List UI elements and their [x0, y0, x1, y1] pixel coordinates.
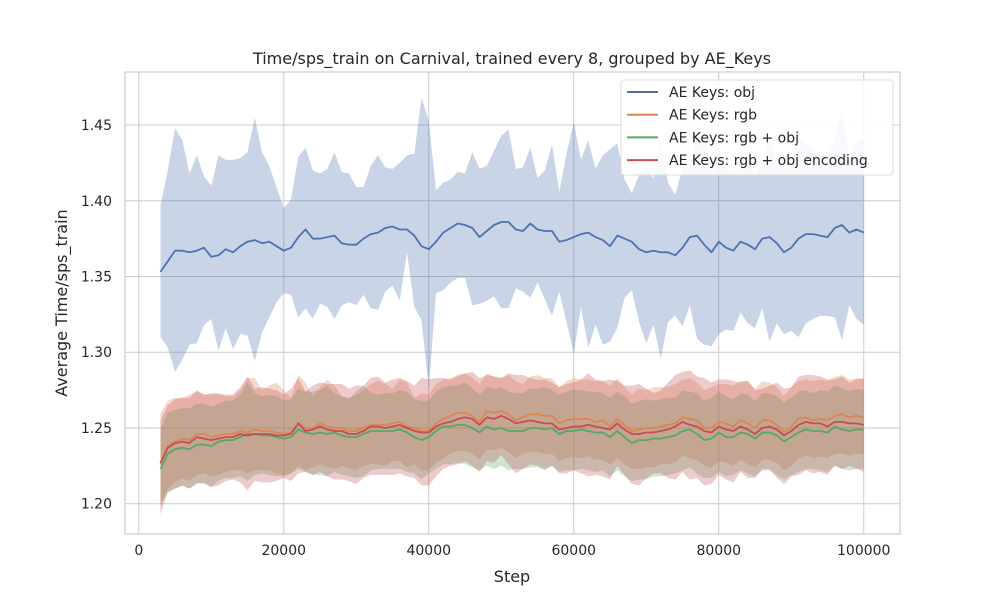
confidence-band-4	[160, 370, 864, 515]
plot-frame	[124, 71, 901, 535]
x-tick-label: 20000	[261, 543, 306, 559]
series-lines	[159, 221, 865, 470]
confidence-band-3	[160, 382, 864, 506]
legend-label: AE Keys: rgb + obj encoding	[669, 153, 868, 169]
y-tick-label: 1.45	[81, 118, 112, 134]
confidence-band-2	[160, 373, 864, 504]
tick-labels: 0 20000 40000 60000 80000 100000 1.20 1.25 1.30 1…	[81, 118, 891, 559]
x-tick-label: 40000	[406, 543, 451, 559]
y-tick-label: 1.40	[81, 194, 112, 210]
x-tick-label: 100000	[837, 543, 890, 559]
series-line-2	[159, 410, 864, 465]
legend-label: AE Keys: obj	[669, 85, 755, 101]
y-tick-label: 1.25	[81, 421, 112, 437]
series-line-3	[159, 423, 864, 470]
legend-label: AE Keys: rgb	[669, 108, 757, 124]
x-tick-label: 60000	[551, 543, 596, 559]
series-line-4	[159, 414, 864, 464]
legend-label: AE Keys: rgb + obj	[669, 130, 799, 146]
legend: AE Keys: obj AE Keys: rgb AE Keys: rgb + o…	[620, 79, 894, 176]
legend-box	[620, 79, 894, 176]
y-tick-label: 1.35	[81, 269, 112, 285]
chart-title: Time/sps_train on Carnival, trained ever…	[252, 49, 771, 69]
x-tick-label: 80000	[696, 543, 741, 559]
y-axis-label: Average Time/sps_train	[52, 209, 72, 396]
x-axis-label: Step	[494, 567, 530, 586]
x-tick-label: 0	[134, 543, 143, 559]
y-tick-label: 1.20	[81, 497, 112, 513]
series-line-1	[159, 221, 865, 273]
y-tick-label: 1.30	[81, 345, 112, 361]
